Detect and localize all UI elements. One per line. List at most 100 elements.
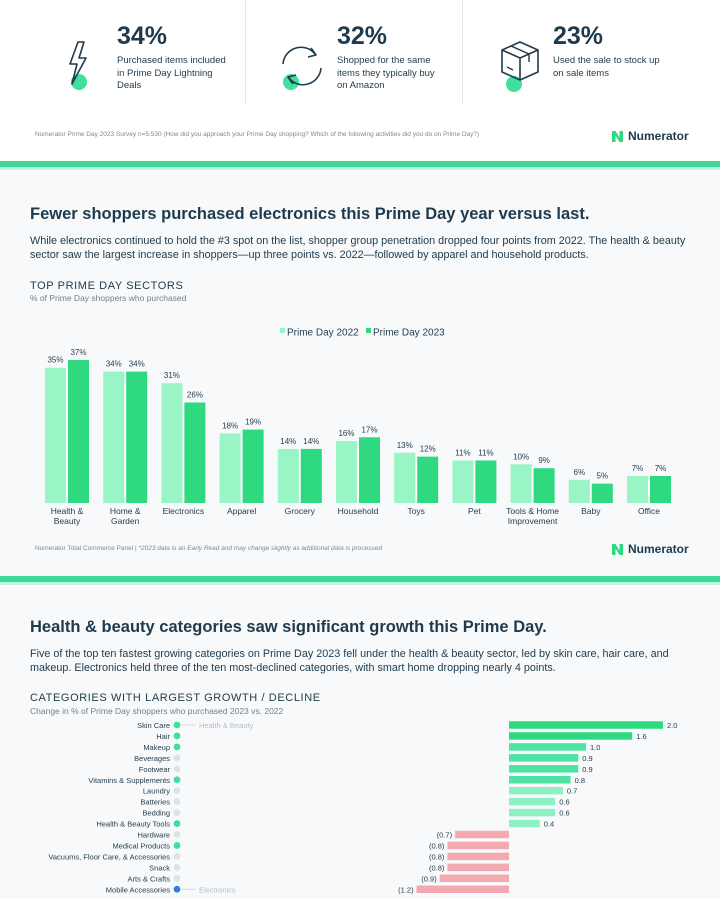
category-label: Hardware: [137, 831, 170, 840]
numerator-logo-icon: [612, 130, 623, 142]
logo-text: Numerator: [628, 542, 689, 556]
sector-dot: [173, 721, 181, 729]
category-label: Skin Care: [137, 721, 170, 730]
data-label: 31%: [164, 371, 180, 380]
bar: [417, 456, 439, 503]
value-label: 0.8: [575, 776, 585, 785]
sector-dot: [173, 874, 181, 882]
data-label: 17%: [361, 425, 377, 434]
growth-bar: [509, 721, 663, 729]
section-body: Five of the top ten fastest growing cate…: [30, 648, 669, 674]
sector-dot: [173, 885, 181, 893]
value-label: 0.6: [559, 809, 569, 818]
bar: [510, 464, 532, 503]
category-label: Mobile Accessories: [106, 885, 170, 894]
sector-dot: [173, 831, 181, 838]
bar: [219, 433, 241, 503]
numerator-logo-icon: [612, 543, 623, 555]
refresh-icon: [282, 46, 322, 90]
source-note: Numerator Prime Day 2023 Survey n=5,530 …: [35, 131, 480, 138]
growth-decline-chart: Skin Care 2.0 Hair 1.6 Makeup 1.0 Beverages 0.9…: [48, 721, 677, 894]
sector-dot: [173, 732, 181, 740]
stat-value: 32%: [337, 22, 388, 50]
bar: [394, 452, 416, 503]
sector-dot: [173, 776, 181, 784]
divider: [462, 0, 463, 104]
data-label: 7%: [632, 464, 644, 473]
divider: [245, 0, 246, 104]
category-label: Grocery: [285, 506, 316, 516]
data-label: 11%: [478, 448, 493, 457]
decline-bar: [447, 863, 509, 872]
chart-subtitle: Change in % of Prime Day shoppers who pu…: [30, 706, 284, 716]
numerator-logo: Numerator: [611, 129, 689, 143]
bar: [475, 460, 497, 503]
decline-bar: [439, 874, 509, 883]
bar: [568, 479, 590, 503]
bar: [68, 360, 89, 503]
value-label: (1.2): [398, 885, 414, 894]
category-label: Tools & Home: [506, 506, 559, 516]
category-label: Household: [338, 506, 379, 516]
category-label: Electronics: [163, 506, 205, 516]
category-label: Office: [638, 506, 660, 516]
lightning-icon: [69, 41, 87, 90]
category-label: Home &: [110, 506, 141, 516]
chart-title: TOP PRIME DAY SECTORS: [30, 280, 184, 292]
bar: [627, 475, 648, 503]
data-label: 12%: [420, 445, 436, 454]
legend-label: Prime Day 2022: [287, 328, 359, 339]
growth-bar: [509, 765, 579, 773]
data-label: 11%: [455, 448, 470, 457]
value-label: 0.9: [582, 765, 592, 774]
category-label: Laundry: [143, 787, 170, 796]
value-label: 1.6: [636, 732, 646, 741]
bar: [103, 371, 125, 503]
sector-annotation: Electronics: [199, 885, 236, 894]
growth-bar: [509, 786, 563, 795]
bar: [591, 483, 613, 503]
data-label: 7%: [655, 464, 667, 473]
sector-dot: [173, 842, 181, 849]
bar: [184, 402, 206, 503]
bar: [126, 371, 148, 503]
category-label: Beverages: [134, 754, 170, 763]
sector-dot: [173, 853, 181, 860]
legend-swatch: [280, 328, 285, 333]
value-label: 2.0: [667, 721, 677, 730]
value-label: (0.7): [437, 831, 453, 840]
stat-same-items: 32% Shopped for the same items they typi…: [275, 0, 455, 104]
section-body: While electronics continued to hold the …: [30, 235, 686, 261]
section-divider-shadow: [0, 167, 720, 170]
legend-swatch: [366, 328, 371, 333]
stat-description: Shopped for the same items they typicall…: [337, 55, 435, 91]
section-title: Fewer shoppers purchased electronics thi…: [30, 205, 590, 223]
sector-dot: [173, 787, 181, 795]
category-label: Improvement: [508, 516, 558, 526]
category-label: Snack: [149, 863, 170, 872]
category-label: Beauty: [54, 516, 81, 526]
growth-bar: [509, 743, 586, 751]
category-label: Batteries: [140, 798, 170, 807]
data-label: 9%: [538, 456, 550, 465]
section-divider-shadow: [0, 582, 720, 585]
data-label: 18%: [222, 421, 238, 430]
growth-section: Health & beauty categories saw significa…: [0, 586, 720, 899]
data-label: 19%: [245, 418, 261, 427]
category-label: Vitamins & Supplements: [88, 776, 170, 785]
data-label: 16%: [338, 429, 354, 438]
sector-dot: [173, 809, 181, 816]
bar: [452, 460, 474, 503]
data-label: 13%: [397, 441, 413, 450]
category-label: Arts & Crafts: [127, 874, 170, 883]
sector-dot: [173, 754, 181, 762]
bar: [650, 475, 671, 503]
value-label: (0.8): [429, 863, 445, 872]
value-label: (0.8): [429, 841, 445, 850]
bar: [336, 441, 357, 503]
growth-bar: [509, 797, 556, 806]
bar: [533, 468, 555, 503]
data-label: 34%: [106, 360, 122, 369]
value-label: 0.9: [582, 754, 592, 763]
bar: [242, 429, 264, 503]
